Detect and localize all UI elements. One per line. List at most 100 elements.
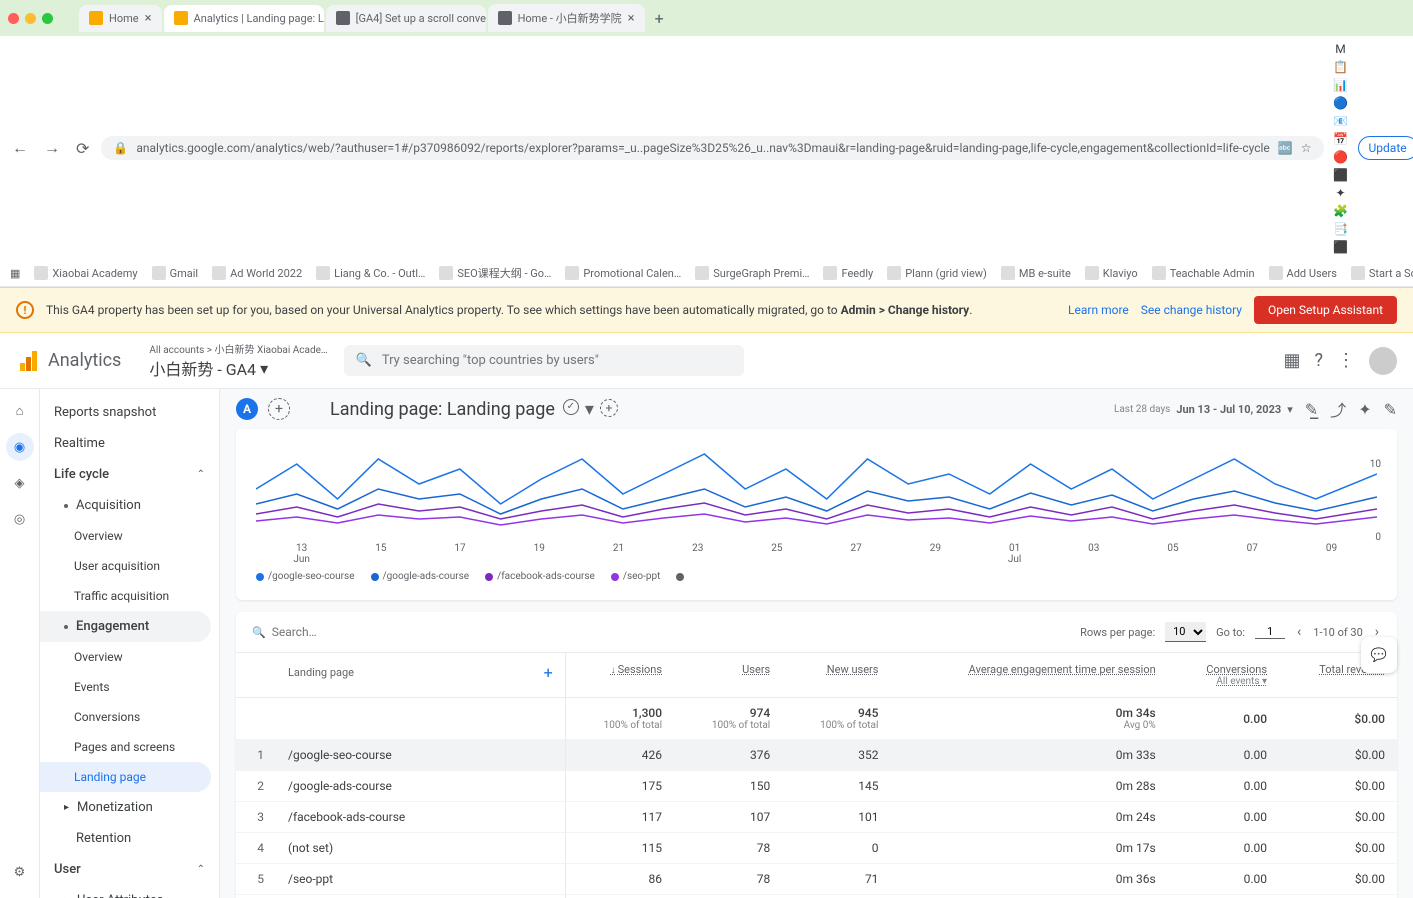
apps-grid-icon[interactable]: ▦	[1283, 350, 1300, 371]
add-segment-button[interactable]: +	[268, 398, 290, 420]
table-row[interactable]: 6 71 65 56 0m 56s 0.00 $0.00	[236, 895, 1397, 898]
sidebar-item-acquisition[interactable]: Acquisition	[40, 490, 219, 521]
translate-icon[interactable]: 🔤	[1278, 141, 1293, 155]
dropdown-icon[interactable]: ▾	[585, 399, 594, 420]
bookmark-item[interactable]: Feedly	[823, 266, 873, 280]
browser-tab[interactable]: Home×	[79, 5, 162, 32]
legend-item[interactable]: /google-ads-course	[371, 571, 470, 582]
extension-icon[interactable]: M	[1332, 40, 1350, 58]
rail-reports-icon[interactable]: ◉	[6, 433, 34, 461]
bookmark-item[interactable]: MB e-suite	[1001, 266, 1071, 280]
rows-per-page-select[interactable]: 10	[1165, 622, 1206, 642]
col-landing-page[interactable]: Landing page +	[236, 653, 565, 698]
table-row[interactable]: 4 (not set) 115 78 0 0m 17s 0.00 $0.00	[236, 833, 1397, 864]
rail-admin-icon[interactable]: ⚙	[6, 858, 34, 886]
extension-icon[interactable]: 📑	[1332, 220, 1350, 238]
forward-button[interactable]: →	[40, 134, 64, 162]
browser-tab[interactable]: Home - 小白新势学院×	[488, 4, 645, 32]
browser-tab[interactable]: [GA4] Set up a scroll convers×	[326, 5, 486, 32]
sidebar-item-pages-screens[interactable]: Pages and screens	[40, 732, 219, 762]
customize-icon[interactable]: ✎̲	[1305, 400, 1318, 419]
sidebar-item-retention[interactable]: Retention	[40, 823, 219, 854]
rail-explore-icon[interactable]: ◈	[6, 469, 34, 497]
sidebar-item-events[interactable]: Events	[40, 672, 219, 702]
segment-chip[interactable]: A	[236, 398, 258, 420]
sidebar-item-eng-overview[interactable]: Overview	[40, 642, 219, 672]
back-button[interactable]: ←	[8, 134, 32, 162]
sidebar-item-traffic-acq[interactable]: Traffic acquisition	[40, 581, 219, 611]
feedback-button[interactable]: 💬	[1361, 637, 1397, 673]
bookmark-item[interactable]: Xiaobai Academy	[34, 266, 137, 280]
sidebar-item-realtime[interactable]: Realtime	[40, 428, 219, 459]
col-sessions[interactable]: ↓Sessions	[565, 653, 674, 698]
sidebar-item-conversions[interactable]: Conversions	[40, 702, 219, 732]
ga-logo[interactable]: Analytics	[16, 349, 121, 373]
see-history-link[interactable]: See change history	[1141, 303, 1242, 317]
table-row[interactable]: 5 /seo-ppt 86 78 71 0m 36s 0.00 $0.00	[236, 864, 1397, 895]
check-icon[interactable]: ✓	[563, 399, 579, 415]
extension-icon[interactable]: 📋	[1332, 58, 1350, 76]
col-users[interactable]: Users	[674, 653, 782, 698]
bookmark-item[interactable]: Gmail	[152, 266, 198, 280]
share-icon[interactable]: ⤴	[1330, 397, 1346, 421]
url-box[interactable]: 🔒 analytics.google.com/analytics/web/?au…	[101, 136, 1323, 160]
extension-icon[interactable]: ⬛	[1332, 166, 1350, 184]
extension-icon[interactable]: 📊	[1332, 76, 1350, 94]
bookmark-item[interactable]: Promotional Calen…	[565, 266, 681, 280]
search-input[interactable]	[382, 353, 732, 368]
legend-item[interactable]: /google-seo-course	[256, 571, 355, 582]
kebab-menu-icon[interactable]: ⋮	[1337, 350, 1355, 371]
add-dimension-button[interactable]: +	[536, 663, 553, 682]
new-tab-button[interactable]: +	[647, 5, 672, 32]
table-row[interactable]: 2 /google-ads-course 175 150 145 0m 28s …	[236, 771, 1397, 802]
sidebar-item-snapshot[interactable]: Reports snapshot	[40, 397, 219, 428]
help-icon[interactable]: ?	[1314, 350, 1323, 371]
bookmark-item[interactable]: Liang & Co. - Outl…	[316, 266, 425, 280]
col-new-users[interactable]: New users	[782, 653, 890, 698]
col-aet[interactable]: Average engagement time per session	[890, 653, 1167, 698]
extension-icon[interactable]: 🧩	[1332, 202, 1350, 220]
edit-icon[interactable]: ✎	[1384, 400, 1397, 419]
extension-icon[interactable]: ⬛	[1332, 238, 1350, 256]
goto-input[interactable]	[1255, 625, 1285, 639]
sidebar-item-monetization[interactable]: ▸Monetization	[40, 792, 219, 823]
extension-icon[interactable]: ✦	[1332, 184, 1350, 202]
sidebar-item-acq-overview[interactable]: Overview	[40, 521, 219, 551]
sidebar-item-lifecycle[interactable]: Life cycle⌃	[40, 459, 219, 490]
add-comparison-button[interactable]: +	[600, 399, 618, 417]
extension-icon[interactable]: 📅	[1332, 130, 1350, 148]
user-avatar[interactable]	[1369, 347, 1397, 375]
sidebar-item-landing-page[interactable]: Landing page	[40, 762, 211, 792]
table-search[interactable]: 🔍	[252, 625, 1068, 639]
bookmark-item[interactable]: Klaviyo	[1085, 266, 1138, 280]
col-conversions[interactable]: ConversionsAll events ▾	[1168, 653, 1279, 698]
sidebar-item-user[interactable]: User⌃	[40, 854, 219, 885]
rail-advertising-icon[interactable]: ◎	[6, 505, 34, 533]
update-button[interactable]: Update	[1358, 136, 1413, 160]
bookmark-item[interactable]: Ad World 2022	[212, 266, 302, 280]
sidebar-item-engagement[interactable]: Engagement	[40, 611, 211, 642]
sidebar-item-user-attrs[interactable]: ▸User Attributes	[40, 885, 219, 898]
window-max-btn[interactable]	[42, 13, 53, 24]
browser-tab[interactable]: Analytics | Landing page: Land×	[164, 5, 324, 32]
window-min-btn[interactable]	[25, 13, 36, 24]
table-search-input[interactable]	[272, 625, 428, 639]
bookmark-item[interactable]: SurgeGraph Premi…	[695, 266, 809, 280]
open-assistant-button[interactable]: Open Setup Assistant	[1254, 296, 1397, 324]
extension-icon[interactable]: 📧	[1332, 112, 1350, 130]
tab-close-button[interactable]: ×	[145, 11, 152, 26]
tab-close-button[interactable]: ×	[628, 11, 635, 26]
insights-icon[interactable]: ✦	[1358, 400, 1371, 419]
learn-more-link[interactable]: Learn more	[1068, 303, 1129, 317]
legend-item[interactable]	[676, 573, 688, 581]
bookmark-item[interactable]: Teachable Admin	[1152, 266, 1255, 280]
extension-icon[interactable]: 🔵	[1332, 94, 1350, 112]
legend-item[interactable]: /facebook-ads-course	[485, 571, 595, 582]
window-close-btn[interactable]	[8, 13, 19, 24]
prev-page-button[interactable]: ‹	[1295, 622, 1303, 642]
legend-item[interactable]: /seo-ppt	[611, 571, 661, 582]
bookmark-item[interactable]: SEO课程大纲 - Go…	[439, 265, 551, 281]
table-row[interactable]: 3 /facebook-ads-course 117 107 101 0m 24…	[236, 802, 1397, 833]
reload-button[interactable]: ⟳	[72, 135, 93, 162]
apps-icon[interactable]: ▦	[10, 267, 20, 280]
